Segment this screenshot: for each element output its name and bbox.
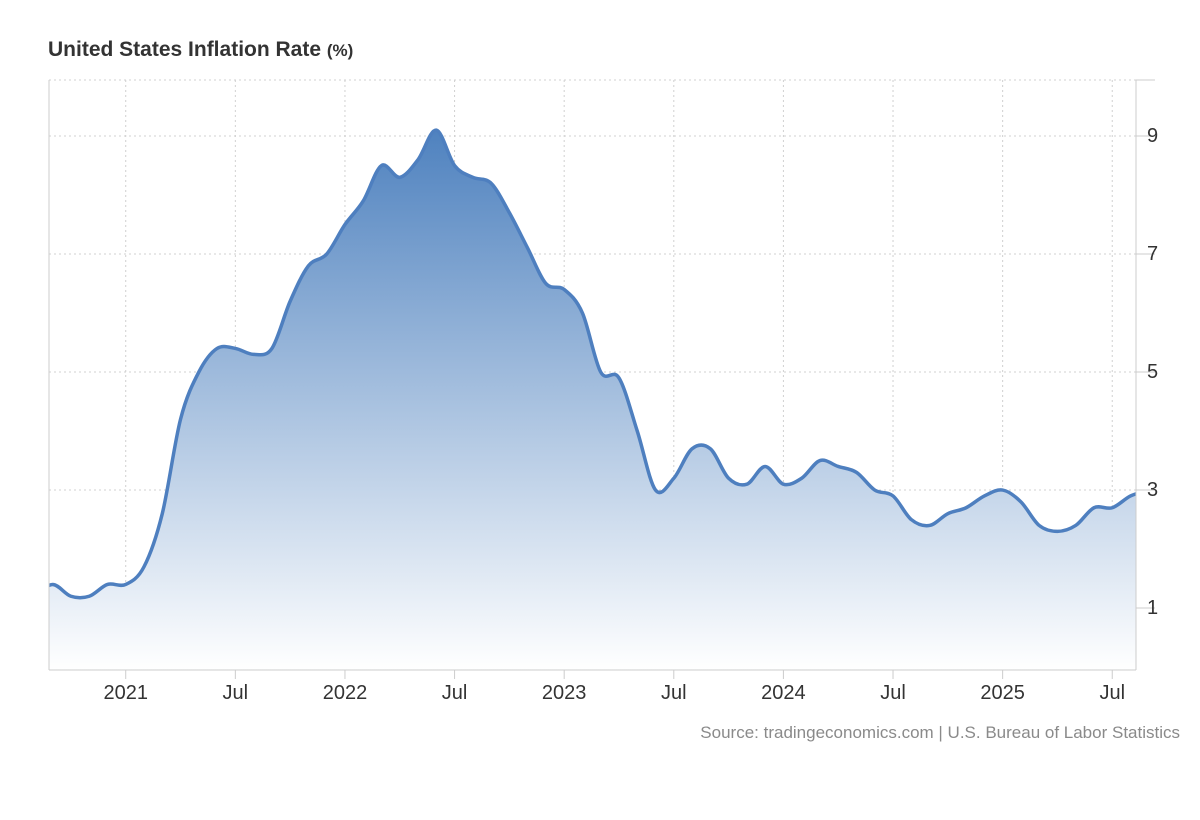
x-tick-label: 2021	[103, 682, 148, 704]
x-tick-label: Jul	[223, 682, 249, 704]
x-tick-label: Jul	[661, 682, 687, 704]
y-tick-label: 3	[1147, 479, 1158, 501]
source-note: Source: tradingeconomics.com | U.S. Bure…	[700, 723, 1180, 742]
chart-title: United States Inflation Rate (%)	[48, 38, 353, 62]
x-tick-label: Jul	[442, 682, 468, 704]
x-tick-label: 2024	[761, 682, 806, 704]
inflation-line	[49, 128, 1136, 600]
area-fill	[49, 130, 1136, 670]
series-layer	[49, 128, 1136, 670]
x-tick-label: 2025	[980, 682, 1025, 704]
x-tick-label: 2023	[542, 682, 587, 704]
y-tick-label: 1	[1147, 597, 1158, 619]
x-tick-label: Jul	[880, 682, 906, 704]
x-tick-label: 2022	[323, 682, 368, 704]
chart-title-unit: (%)	[326, 41, 354, 60]
y-tick-label: 5	[1147, 361, 1158, 383]
chart-title-text: United States Inflation Rate	[48, 38, 322, 61]
y-tick-label: 9	[1147, 125, 1158, 147]
axis-layer: 1 3 5 7 9 2021 Jul 2022 Jul 2023 Jul 2024 Jul 2025 Jul	[48, 79, 1158, 704]
y-tick-label: 7	[1147, 243, 1158, 265]
x-tick-label: Jul	[1099, 682, 1125, 704]
